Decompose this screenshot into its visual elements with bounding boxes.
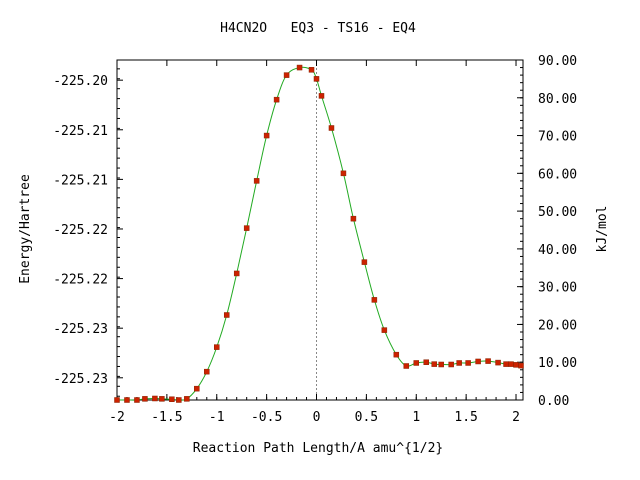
data-point: [169, 396, 175, 402]
data-point: [159, 396, 165, 402]
data-point: [318, 93, 325, 99]
data-points: [114, 64, 524, 403]
data-point: [465, 360, 471, 366]
x-tick-label: 1: [412, 410, 420, 425]
data-point: [176, 397, 182, 403]
data-point: [393, 351, 400, 358]
data-point: [371, 297, 378, 303]
plot-frame: [116, 59, 524, 401]
x-tick-label: -1.5: [151, 410, 182, 425]
data-point: [381, 327, 388, 333]
left-tick-label: -225.23: [53, 372, 108, 387]
data-point: [313, 76, 320, 82]
right-tick-label: 60.00: [538, 167, 577, 182]
data-point: [184, 396, 190, 402]
x-axis-ticks: -2 -1.5 -1 -0.5 0 0.5 1 1.5 2: [109, 60, 520, 425]
chart-title: H4CN2O EQ3 - TS16 - EQ4: [220, 21, 416, 36]
data-point: [283, 72, 290, 78]
data-point: [204, 368, 210, 375]
data-point: [253, 178, 260, 184]
data-point: [308, 67, 315, 73]
right-axis-label: kJ/mol: [595, 206, 610, 253]
data-point: [403, 363, 410, 369]
data-point: [340, 170, 347, 177]
right-tick-label: 30.00: [538, 281, 577, 296]
x-tick-label: -0.5: [251, 410, 282, 425]
left-tick-label: -225.22: [53, 273, 108, 288]
right-tick-label: 40.00: [538, 243, 577, 258]
energy-curve: [117, 66, 522, 401]
data-point: [438, 361, 444, 368]
left-axis-ticks: -225.20 -225.21 -225.21 -225.22 -225.22 -225.…: [53, 68, 123, 397]
data-point: [350, 215, 357, 222]
right-tick-label: 50.00: [538, 205, 577, 220]
x-tick-label: -1: [209, 410, 225, 425]
left-axis-label: Energy/Hartree: [18, 174, 33, 284]
data-point: [134, 397, 140, 403]
x-tick-label: 0.5: [355, 410, 378, 425]
right-axis-ticks: 0.00 10.00 20.00 30.00 40.00 50.00 60.00 70.00 8…: [517, 54, 577, 409]
data-point: [475, 358, 481, 365]
left-tick-label: -225.23: [53, 322, 108, 337]
data-point: [495, 359, 501, 366]
data-point: [518, 362, 524, 369]
data-point: [214, 344, 220, 350]
data-point: [413, 360, 420, 366]
data-point: [508, 361, 514, 367]
right-tick-label: 0.00: [538, 394, 569, 409]
data-point: [431, 361, 437, 367]
data-point: [328, 125, 335, 131]
data-point: [456, 360, 462, 366]
data-point: [273, 96, 280, 103]
x-tick-label: 0: [313, 410, 321, 425]
right-tick-label: 90.00: [538, 54, 577, 69]
data-point: [485, 358, 491, 364]
left-tick-label: -225.22: [53, 223, 108, 238]
right-tick-label: 10.00: [538, 356, 577, 371]
x-tick-label: 1.5: [454, 410, 477, 425]
x-tick-label: -2: [109, 410, 125, 425]
right-tick-label: 80.00: [538, 92, 577, 107]
data-point: [448, 361, 454, 368]
left-tick-label: -225.21: [53, 124, 108, 139]
data-point: [503, 361, 509, 367]
data-point: [296, 64, 303, 71]
data-point: [152, 395, 158, 402]
data-point: [124, 397, 130, 403]
x-tick-label: 2: [512, 410, 520, 425]
data-point: [423, 359, 429, 365]
right-tick-label: 20.00: [538, 318, 577, 333]
data-point: [513, 362, 519, 368]
data-point: [233, 270, 240, 277]
data-point: [114, 397, 120, 403]
data-point: [263, 132, 270, 139]
right-tick-label: 70.00: [538, 130, 577, 145]
left-tick-label: -225.20: [53, 74, 108, 89]
data-point: [142, 396, 148, 402]
left-tick-label: -225.21: [53, 173, 108, 188]
x-axis-label: Reaction Path Length/A amu^{1/2}: [193, 441, 443, 456]
data-point: [361, 259, 368, 265]
data-point: [243, 225, 250, 231]
data-point: [194, 385, 200, 392]
data-point: [223, 312, 230, 318]
